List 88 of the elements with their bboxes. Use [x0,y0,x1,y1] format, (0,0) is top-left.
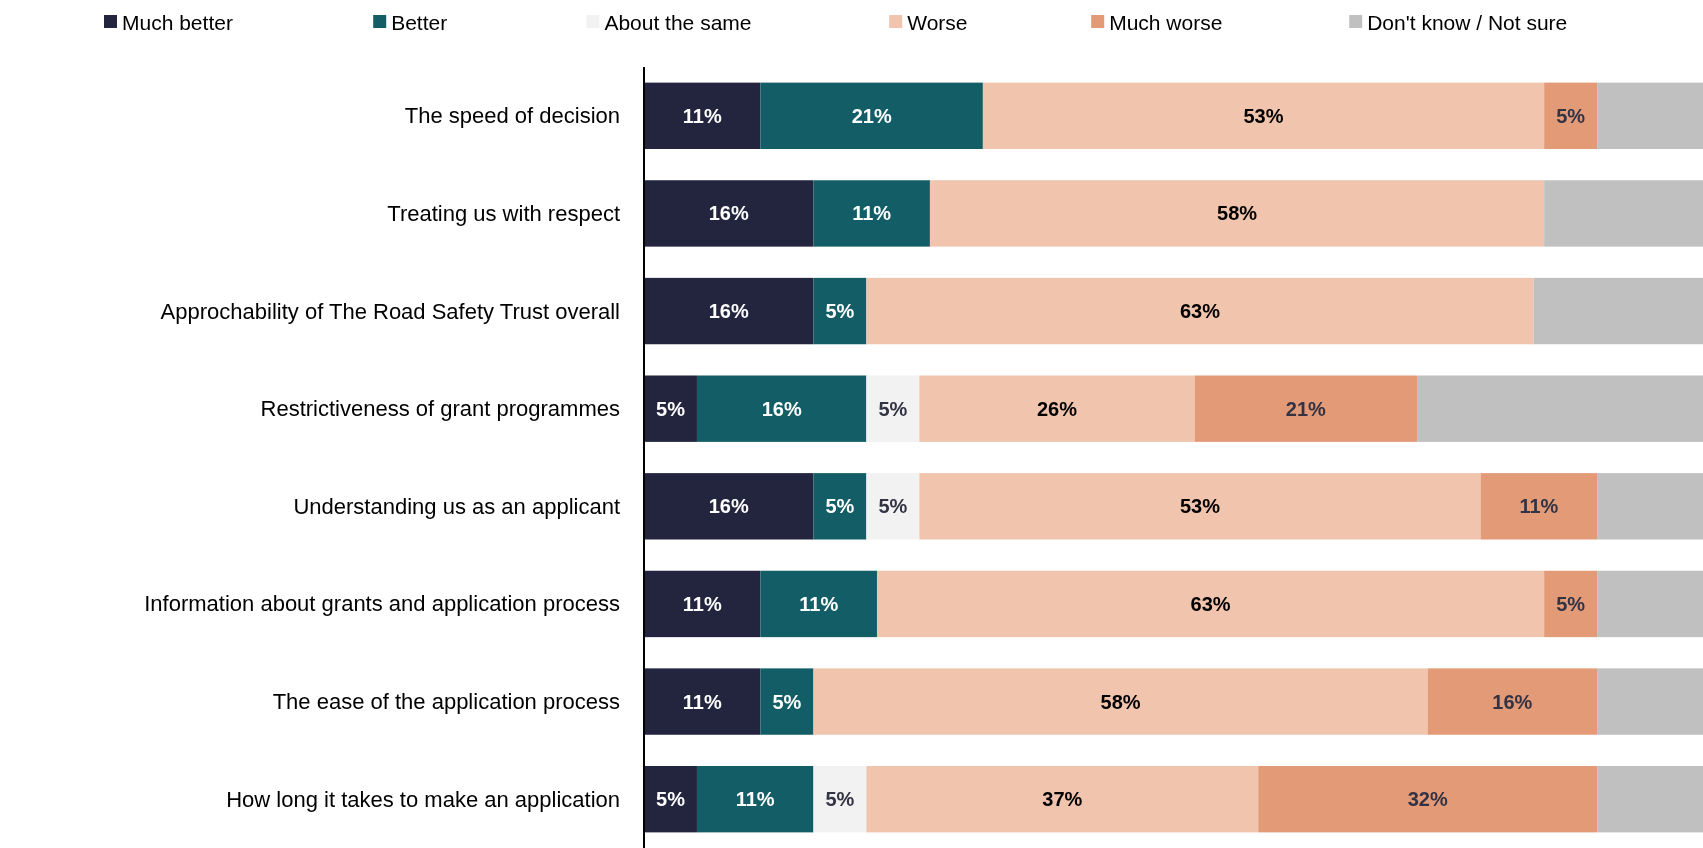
bar [696,766,814,833]
bar [1597,668,1703,735]
bar [1417,375,1703,442]
bar [644,82,761,150]
data-label: 5% [878,495,908,518]
data-label: 53% [1179,495,1221,518]
bar [813,668,1428,735]
bar [813,180,930,247]
legend-label: Worse [907,10,968,34]
bar [1544,180,1703,247]
data-label: 16% [708,202,749,225]
y-tick-label: Treating us with respect [387,200,620,226]
data-label: 5% [825,300,855,323]
data-label: 53% [1243,104,1284,127]
bar [1258,766,1598,833]
bar [929,180,1545,247]
y-tick-label: Restrictiveness of grant programmes [260,396,620,422]
legend-label: Much worse [1109,10,1223,34]
y-tick-label: The speed of decision [404,103,620,129]
data-label: 5% [825,495,855,518]
data-label: 5% [656,788,686,811]
legend-label: Better [391,10,448,34]
bar [1544,570,1598,638]
bar [1597,570,1703,638]
data-label: 11% [799,592,839,615]
bar [919,473,1481,540]
bar [760,82,983,150]
data-label: 58% [1217,202,1258,225]
bar [696,375,867,442]
data-label: 5% [772,690,802,713]
data-label: 16% [1492,690,1533,713]
bar [866,766,1259,833]
bar [813,766,867,833]
bar [1597,473,1703,540]
bar [1194,375,1418,442]
bar [644,766,697,833]
data-label: 11% [682,592,722,615]
data-label: 11% [682,690,722,713]
y-tick-label: Approchability of The Road Safety Trust overall [160,298,620,324]
data-label: 16% [761,397,802,420]
bar [644,668,761,735]
data-label: 11% [1519,495,1559,518]
legend-label: About the same [604,10,752,34]
bar [813,473,867,540]
bar [919,375,1195,442]
data-label: 63% [1179,300,1221,323]
data-label: 21% [1285,397,1327,420]
data-label: 11% [682,104,722,127]
bar [1597,766,1703,833]
y-tick-label: Understanding us as an applicant [293,493,620,519]
bar [760,668,814,735]
data-label: 11% [852,202,892,225]
data-label: 16% [708,495,749,518]
legend-label: Don't know / Not sure [1367,10,1568,34]
bar [1597,82,1703,150]
data-label: 16% [708,300,749,323]
data-label: 5% [656,397,686,420]
data-label: 37% [1042,788,1083,811]
y-tick-label: The ease of the application process [272,689,620,715]
bar [813,277,867,345]
bar [644,180,814,247]
bar [644,473,814,540]
bar [1544,82,1598,150]
data-label: 26% [1036,397,1078,420]
y-tick-label: How long it takes to make an application [226,786,620,812]
bar [866,375,920,442]
data-label: 5% [825,788,855,811]
bar [876,570,1545,638]
data-label: 32% [1407,788,1448,811]
bar [644,277,814,345]
bar [644,375,697,442]
data-label: 58% [1100,690,1141,713]
bar [866,473,920,540]
data-label: 11% [735,788,775,811]
data-label: 5% [1556,592,1586,615]
data-label: 5% [1556,104,1586,127]
legend-label: Much better [122,10,233,34]
bar [1480,473,1598,540]
bar [1533,277,1703,345]
bar [866,277,1534,345]
y-tick-label: Information about grants and application process [144,591,620,617]
data-label: 21% [851,104,892,127]
bar [1427,668,1598,735]
bar [760,570,877,638]
bar [982,82,1545,150]
data-label: 5% [878,397,908,420]
data-label: 63% [1190,592,1231,615]
bar [644,570,761,638]
